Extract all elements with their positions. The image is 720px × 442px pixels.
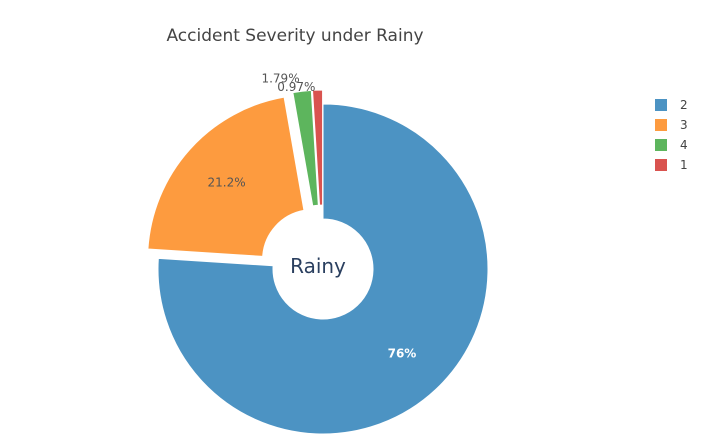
pie-slice-1[interactable]	[311, 89, 324, 206]
pie-slices	[147, 89, 489, 435]
legend-swatch-2[interactable]	[655, 99, 667, 111]
slice-labels: 76% 21.2% 1.79%0.97%	[208, 71, 417, 360]
slice-label-4: 1.79%	[261, 71, 299, 85]
legend-swatch-1[interactable]	[655, 159, 667, 171]
legend: 2 3 4 1	[655, 98, 688, 172]
legend-swatch-3[interactable]	[655, 119, 667, 131]
slice-label-2: 76%	[388, 346, 417, 360]
slice-label-1: 0.97%	[277, 80, 315, 94]
legend-label-2[interactable]: 2	[680, 98, 688, 112]
pie-slice-4[interactable]	[292, 89, 319, 207]
slice-label-3: 21.2%	[208, 176, 246, 190]
legend-label-3[interactable]: 3	[680, 118, 688, 132]
legend-label-1[interactable]: 1	[680, 158, 688, 172]
chart-title: Accident Severity under Rainy	[166, 26, 423, 46]
legend-label-4[interactable]: 4	[680, 138, 688, 152]
legend-swatch-4[interactable]	[655, 139, 667, 151]
pie-slice-2[interactable]	[157, 103, 489, 435]
donut-center-label: Rainy	[290, 254, 346, 278]
pie-slice-3[interactable]	[147, 96, 305, 257]
